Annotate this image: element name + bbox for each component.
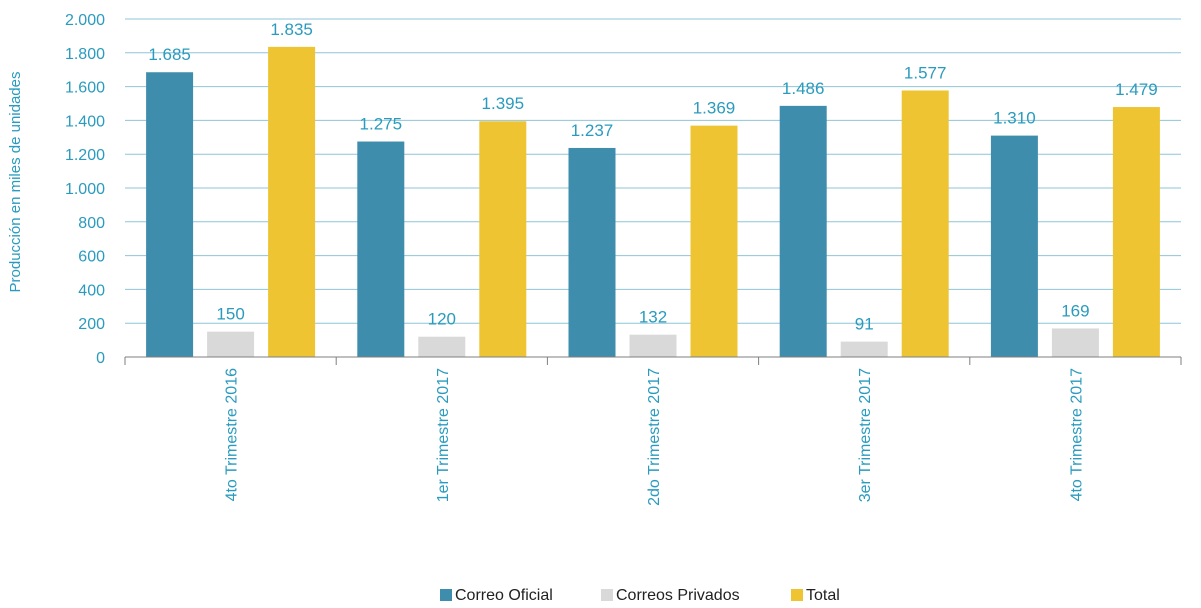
x-tick-label: 3er Trimestre 2017	[857, 368, 874, 502]
bar-correos-privados	[418, 337, 465, 357]
y-tick-label: 2.000	[65, 12, 105, 29]
bar-correo-oficial	[991, 136, 1038, 357]
x-tick-label: 1er Trimestre 2017	[435, 368, 452, 502]
data-label: 1.237	[571, 121, 614, 140]
data-label: 1.275	[360, 115, 403, 134]
legend-label: Correos Privados	[616, 587, 740, 604]
data-label: 150	[216, 305, 244, 324]
y-tick-label: 200	[78, 316, 105, 333]
data-label: 120	[428, 310, 456, 329]
y-tick-label: 1.000	[65, 181, 105, 198]
legend-item: Correo Oficial	[440, 587, 553, 604]
x-axis	[125, 357, 1181, 365]
x-tick-label: 4to Trimestre 2017	[1068, 368, 1085, 502]
data-label: 1.486	[782, 79, 825, 98]
y-tick-label: 600	[78, 249, 105, 266]
legend-swatch	[601, 589, 613, 601]
y-axis-label: Producción en miles de unidades	[7, 72, 24, 293]
bar-correos-privados	[841, 342, 888, 357]
y-tick-label: 0	[96, 350, 105, 367]
data-label: 1.395	[482, 94, 525, 113]
bar-correos-privados	[1052, 328, 1099, 357]
legend-item: Correos Privados	[601, 587, 740, 604]
data-label: 1.685	[148, 45, 191, 64]
x-tick-label: 2do Trimestre 2017	[646, 368, 663, 506]
bar-total	[268, 47, 315, 357]
legend-swatch	[440, 589, 452, 601]
bar-correo-oficial	[146, 72, 193, 357]
data-label: 1.835	[270, 20, 313, 39]
data-label: 1.369	[693, 99, 736, 118]
bar-total	[1113, 107, 1160, 357]
bar-total	[691, 126, 738, 357]
data-label: 169	[1061, 301, 1089, 320]
data-label: 1.479	[1115, 80, 1158, 99]
bar-correo-oficial	[780, 106, 827, 357]
legend: Correo Oficial Correos Privados Total	[440, 587, 840, 604]
bar-correo-oficial	[357, 142, 404, 357]
legend-swatch	[791, 589, 803, 601]
bar-total	[479, 121, 526, 357]
bar-correos-privados	[207, 332, 254, 357]
data-label: 132	[639, 308, 667, 327]
y-tick-label: 400	[78, 282, 105, 299]
y-tick-label: 1.200	[65, 147, 105, 164]
data-label: 1.577	[904, 63, 947, 82]
bar-correos-privados	[630, 335, 677, 357]
legend-item: Total	[791, 587, 840, 604]
y-axis-ticks: 0 200 400 600 800 1.000 1.200 1.400 1.600 1.800 2.…	[65, 12, 105, 367]
legend-label: Total	[806, 587, 840, 604]
y-tick-label: 800	[78, 215, 105, 232]
bar-correo-oficial	[569, 148, 616, 357]
y-tick-label: 1.600	[65, 80, 105, 97]
x-tick-label: 4to Trimestre 2016	[224, 368, 241, 502]
bar-total	[902, 90, 949, 357]
y-tick-label: 1.800	[65, 46, 105, 63]
x-axis-ticks: 4to Trimestre 2016 1er Trimestre 2017 2do …	[224, 368, 1086, 506]
y-tick-label: 1.400	[65, 113, 105, 130]
data-label: 1.310	[993, 109, 1036, 128]
legend-label: Correo Oficial	[455, 587, 553, 604]
data-label: 91	[855, 315, 874, 334]
